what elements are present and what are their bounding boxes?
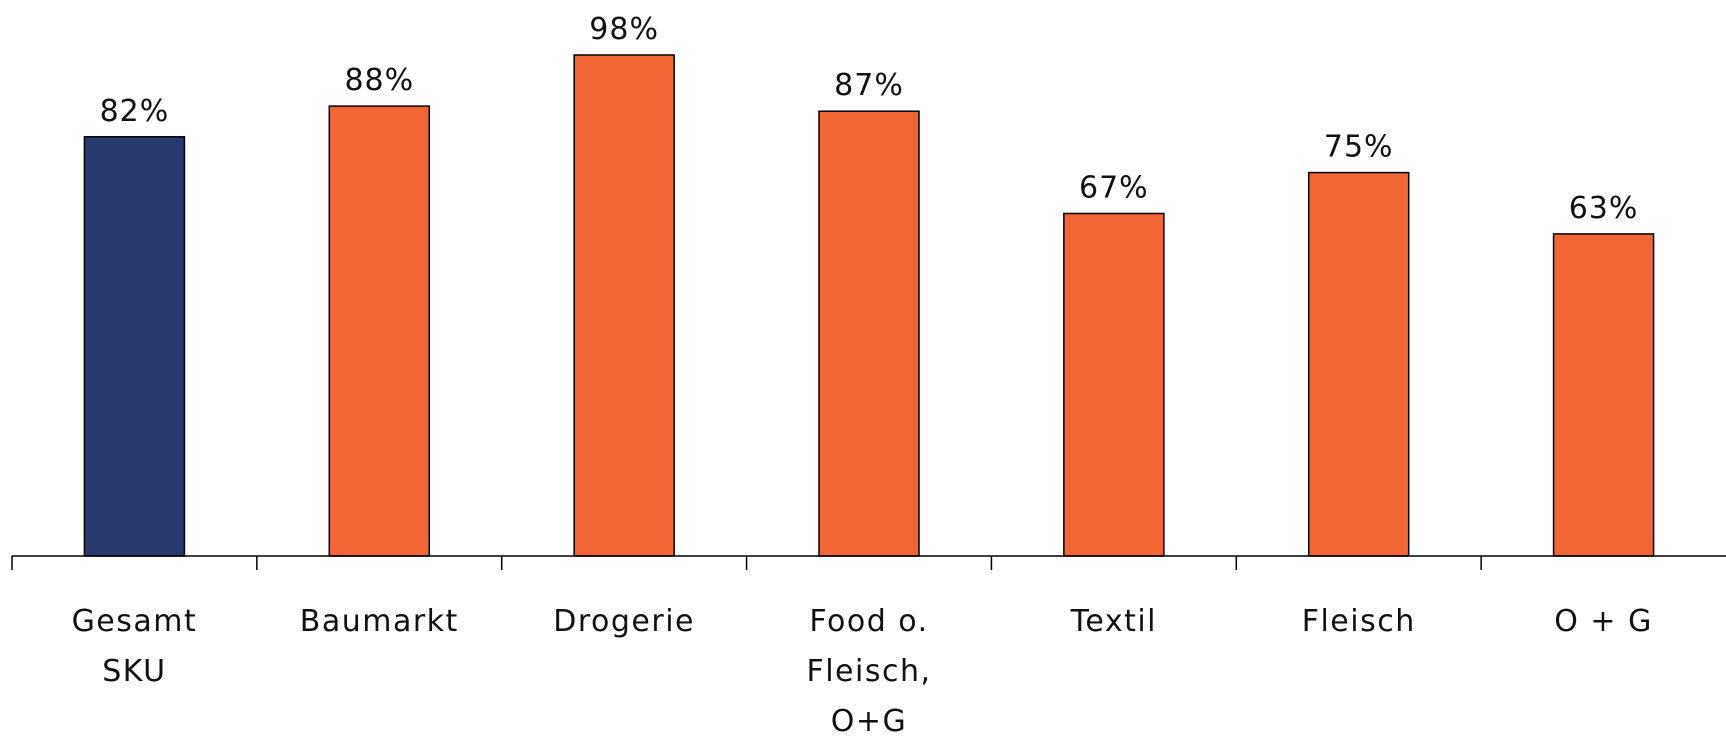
bar-6 xyxy=(1552,233,1655,557)
category-label-line: Drogerie xyxy=(553,604,695,639)
category-label-line: SKU xyxy=(102,654,166,689)
bars-group xyxy=(83,54,1655,557)
value-label-4: 67% xyxy=(1079,170,1149,205)
category-label-1: Baumarkt xyxy=(300,604,459,639)
category-label-line: Food o. xyxy=(809,604,928,639)
value-label-6: 63% xyxy=(1569,191,1639,226)
category-labels-group: Gesamt SKU Baumarkt Drogerie Food o. Fleisch,… xyxy=(72,604,1653,738)
bar-0 xyxy=(83,136,186,557)
category-label-5: Fleisch xyxy=(1302,604,1416,639)
value-labels-group: 82% 88% 98% 87% 67% 75% 63% xyxy=(100,12,1639,226)
value-label-1: 88% xyxy=(344,63,414,98)
bar-2 xyxy=(573,54,675,557)
category-label-line: Textil xyxy=(1070,604,1157,639)
category-label-4: Textil xyxy=(1070,604,1157,639)
bar-1 xyxy=(328,105,431,557)
category-label-line: Gesamt xyxy=(72,604,198,639)
category-label-line: Baumarkt xyxy=(300,604,459,639)
category-label-line: O + G xyxy=(1554,604,1653,639)
category-label-line: Fleisch xyxy=(1302,604,1416,639)
category-label-3: Food o. Fleisch, O+G xyxy=(806,604,931,738)
value-label-2: 98% xyxy=(589,12,659,47)
value-label-3: 87% xyxy=(834,68,904,103)
category-label-2: Drogerie xyxy=(553,604,695,639)
category-label-6: O + G xyxy=(1554,604,1653,639)
bar-4 xyxy=(1063,212,1165,557)
category-label-0: Gesamt SKU xyxy=(72,604,198,689)
x-axis-ticks xyxy=(11,556,1482,570)
value-label-5: 75% xyxy=(1324,130,1394,165)
value-label-0: 82% xyxy=(100,94,170,129)
bar-5 xyxy=(1307,171,1410,557)
category-label-line: O+G xyxy=(831,704,908,738)
bar-3 xyxy=(818,110,920,557)
category-label-line: Fleisch, xyxy=(806,654,931,689)
